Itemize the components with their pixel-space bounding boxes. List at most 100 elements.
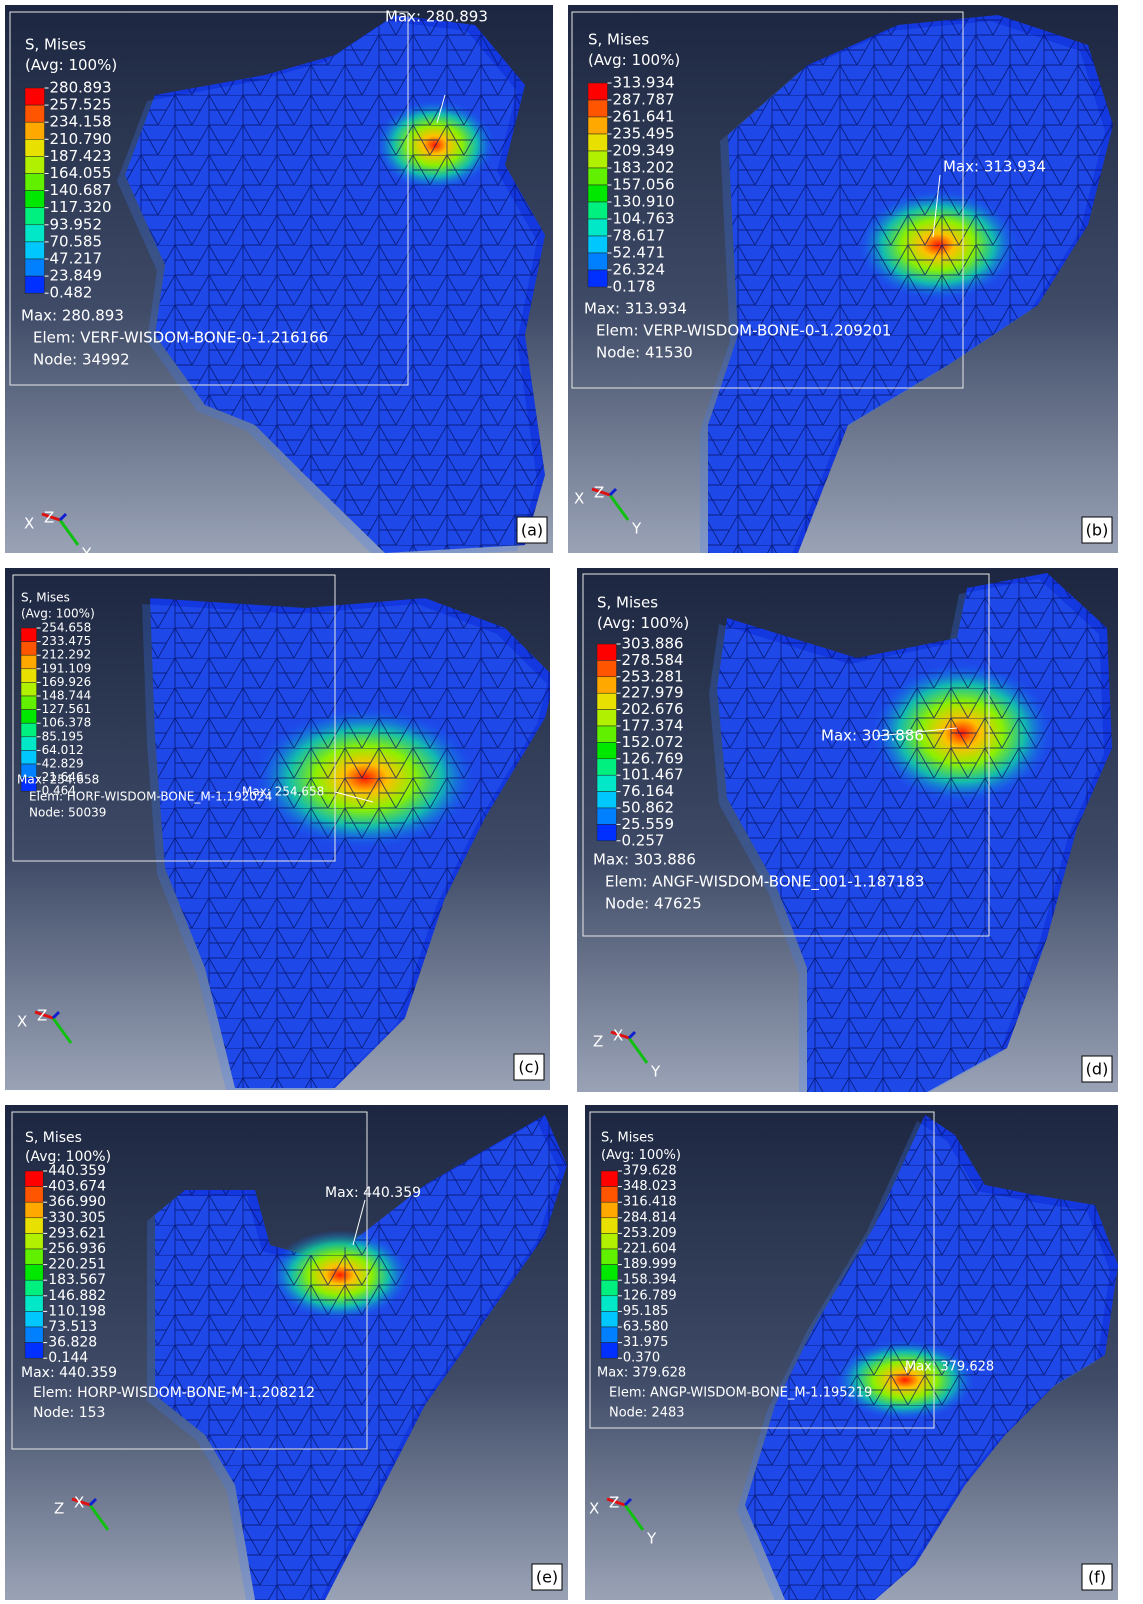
legend-value: 0.257: [622, 831, 665, 849]
legend-title: S, Mises: [25, 1130, 82, 1146]
figure: S, Mises(Avg: 100%)280.893257.525234.158…: [0, 0, 1143, 1604]
color-band: [25, 1327, 43, 1343]
max-element: Elem: HORF-WISDOM-BONE_M-1.192024: [29, 790, 272, 804]
color-band: [588, 219, 608, 236]
color-band: [601, 1171, 618, 1187]
legend-value: 253.209: [623, 1226, 677, 1241]
legend-value: 0.144: [48, 1350, 88, 1366]
panel: S, Mises(Avg: 100%)280.893257.525234.158…: [5, 5, 553, 563]
legend-value: 73.513: [48, 1319, 97, 1335]
legend-value: 93.952: [50, 215, 103, 233]
max-annotation: Max: 254.658: [242, 785, 324, 799]
color-band: [21, 737, 37, 751]
color-band: [25, 1280, 43, 1296]
viewport: S, Mises(Avg: 100%)379.628348.023316.418…: [585, 1105, 1118, 1604]
legend-value: 221.604: [623, 1242, 677, 1257]
max-value: Max: 379.628: [597, 1366, 686, 1381]
triad-label: X: [24, 515, 34, 533]
color-band: [597, 644, 617, 660]
max-element: Elem: ANGF-WISDOM-BONE_001-1.187183: [605, 873, 924, 892]
color-band: [21, 628, 37, 642]
color-band: [21, 750, 37, 764]
color-band: [588, 168, 608, 185]
legend-value: 183.567: [48, 1272, 106, 1288]
legend-value: 117.320: [50, 198, 112, 216]
legend-value: 403.674: [48, 1179, 106, 1195]
panel-label: (c): [518, 1058, 539, 1077]
legend-subtitle: (Avg: 100%): [588, 51, 680, 69]
legend-value: 256.936: [48, 1241, 106, 1257]
color-band: [25, 105, 45, 122]
color-band: [588, 117, 608, 134]
color-band: [25, 1265, 43, 1281]
max-annotation: Max: 313.934: [943, 158, 1046, 176]
triad-label: Y: [646, 1530, 657, 1548]
legend-value: 202.676: [622, 700, 684, 718]
color-band: [25, 139, 45, 156]
legend-value: 50.862: [622, 799, 675, 817]
color-band: [21, 655, 37, 669]
legend-subtitle: (Avg: 100%): [21, 607, 95, 621]
legend-value: 25.559: [622, 815, 675, 833]
max-value: Max: 440.359: [21, 1365, 117, 1381]
legend-value: 157.056: [613, 176, 675, 194]
color-band: [588, 253, 608, 270]
legend-value: 42.829: [42, 757, 84, 771]
legend-value: 101.467: [622, 766, 684, 784]
viewport: S, Mises(Avg: 100%)313.934287.787261.641…: [568, 5, 1118, 559]
max-element: Elem: VERF-WISDOM-BONE-0-1.216166: [33, 329, 328, 347]
legend-value: 284.814: [623, 1210, 677, 1225]
color-band: [25, 1218, 43, 1234]
legend-title: S, Mises: [601, 1131, 654, 1146]
max-value: Max: 280.893: [21, 307, 124, 325]
legend-value: 64.012: [42, 743, 84, 757]
viewport: S, Mises(Avg: 100%)254.658233.475212.292…: [5, 568, 555, 1094]
color-band: [601, 1327, 618, 1343]
legend-value: 130.910: [613, 193, 675, 211]
max-value: Max: 254.658: [17, 773, 99, 787]
legend-value: 104.763: [613, 210, 675, 228]
legend-value: 164.055: [50, 164, 112, 182]
legend-value: 31.975: [623, 1335, 669, 1350]
triad-label: X: [74, 1494, 84, 1512]
max-node: Node: 153: [33, 1405, 105, 1421]
legend-value: 148.744: [42, 689, 92, 703]
legend-value: 23.849: [50, 267, 103, 285]
color-band: [588, 83, 608, 100]
legend-value: 47.217: [50, 250, 103, 268]
color-band: [25, 225, 45, 242]
legend-value: 278.584: [622, 651, 684, 669]
color-band: [601, 1343, 618, 1359]
legend-value: 127.561: [42, 702, 92, 716]
legend-value: 209.349: [613, 142, 675, 160]
legend-value: 126.769: [622, 749, 684, 767]
max-node: Node: 50039: [29, 806, 106, 820]
legend-value: 293.621: [48, 1225, 106, 1241]
legend-value: 26.324: [613, 261, 666, 279]
color-band: [597, 693, 617, 709]
legend-value: 63.580: [623, 1320, 669, 1335]
legend-value: 0.178: [613, 278, 656, 296]
legend-value: 330.305: [48, 1210, 106, 1226]
legend-value: 52.471: [613, 244, 666, 262]
triad-label: X: [589, 1500, 599, 1518]
legend-value: 106.378: [42, 716, 92, 730]
color-band: [597, 808, 617, 824]
triad-label: Z: [593, 1033, 603, 1051]
color-band: [21, 696, 37, 710]
legend-value: 303.886: [622, 635, 684, 653]
max-value: Max: 313.934: [584, 300, 687, 318]
triad-label: Y: [631, 520, 642, 538]
legend-title: S, Mises: [588, 31, 649, 49]
color-band: [25, 276, 45, 293]
triad-label: Z: [44, 509, 54, 527]
panel-label: (d): [1086, 1060, 1109, 1079]
legend-value: 189.999: [623, 1257, 677, 1272]
color-band: [588, 202, 608, 219]
legend-value: 210.790: [50, 130, 112, 148]
color-band: [21, 669, 37, 683]
max-annotation: Max: 303.886: [821, 727, 924, 745]
triad-label: X: [613, 1027, 623, 1045]
panel: S, Mises(Avg: 100%)379.628348.023316.418…: [585, 1105, 1118, 1604]
legend-value: 0.370: [623, 1351, 660, 1366]
